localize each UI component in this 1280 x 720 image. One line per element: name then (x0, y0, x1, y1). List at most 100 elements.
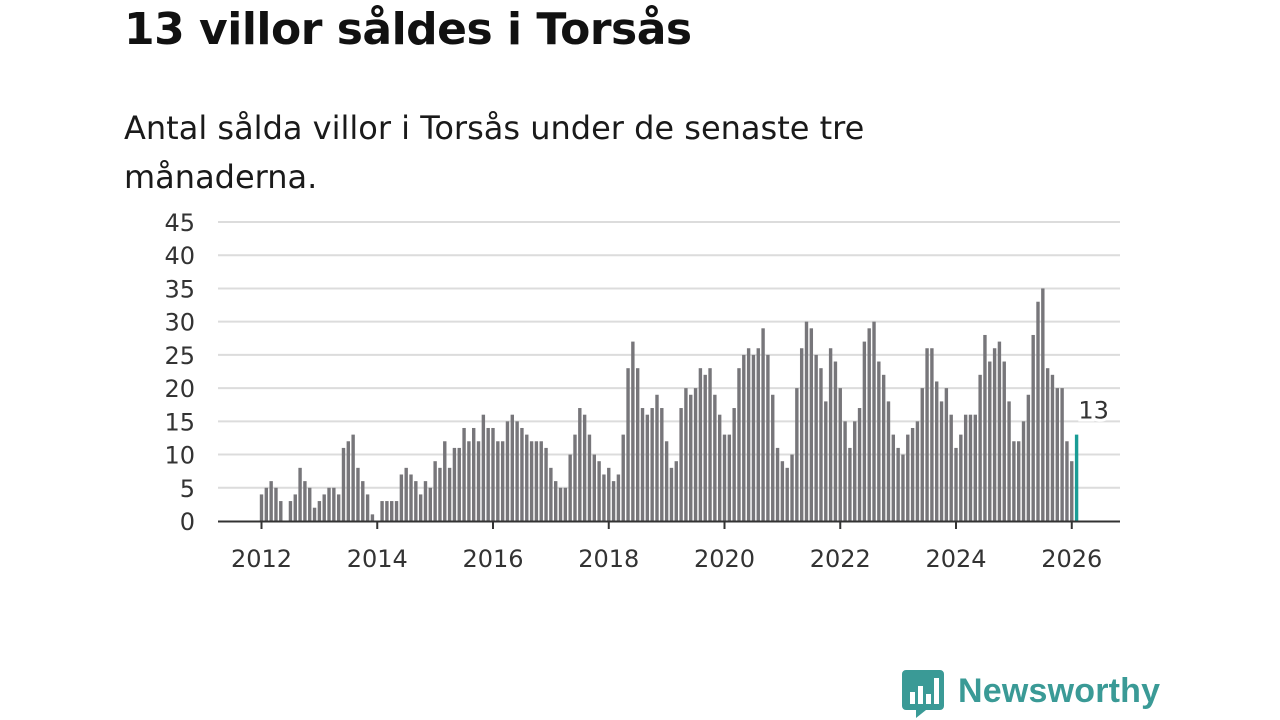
bar (322, 494, 326, 521)
chart-subtitle: Antal sålda villor i Torsås under de sen… (124, 109, 865, 196)
bar (1021, 421, 1026, 521)
x-tick-label: 2012 (231, 545, 292, 573)
bar (906, 434, 910, 521)
bar (838, 388, 842, 521)
bar (361, 481, 365, 521)
bar (640, 408, 645, 521)
bar (1050, 374, 1055, 521)
bar (664, 441, 669, 521)
bar (785, 467, 789, 521)
bar (303, 481, 307, 521)
bar (443, 441, 447, 521)
x-tick-label: 2022 (810, 545, 871, 573)
bar (896, 447, 900, 521)
bar (539, 441, 543, 521)
bar (385, 501, 389, 521)
highlight-value-label: 13 (1078, 397, 1109, 425)
bar (525, 434, 529, 521)
bar (930, 348, 934, 521)
bar (423, 481, 428, 521)
bar (409, 474, 413, 521)
bar (819, 368, 823, 521)
bar (761, 328, 765, 521)
bar (809, 328, 814, 521)
bar (988, 361, 992, 521)
bar (698, 368, 703, 521)
bar (1070, 461, 1074, 521)
bar (481, 414, 486, 521)
bar (867, 328, 871, 521)
bar (833, 361, 838, 521)
bar (573, 434, 577, 521)
bar (520, 427, 524, 521)
bar (997, 341, 1002, 521)
bar (500, 441, 505, 521)
x-tick-label: 2014 (347, 545, 408, 573)
x-tick-label: 2026 (1041, 545, 1102, 573)
bar (717, 414, 722, 521)
bar (978, 374, 982, 521)
bar (544, 447, 548, 521)
x-tick-label: 2018 (578, 545, 639, 573)
bar (857, 408, 862, 521)
bar (674, 461, 678, 521)
bar (327, 487, 331, 521)
newsworthy-logo: Newsworthy (902, 670, 1160, 720)
bar (766, 354, 770, 521)
bar (312, 507, 317, 521)
brand-name: Newsworthy (958, 672, 1161, 710)
bar (259, 494, 264, 521)
bar (476, 441, 481, 521)
bar (910, 427, 915, 521)
highlight-bar (1074, 434, 1079, 521)
bar (380, 501, 384, 521)
bar (351, 434, 355, 521)
chart-bubble-icon (902, 670, 944, 718)
y-tick-label: 45 (164, 209, 195, 237)
bar (722, 434, 727, 521)
y-axis: 0 5 10 15 20 25 30 35 40 45 (164, 209, 195, 536)
bar (293, 494, 297, 521)
bar (751, 354, 756, 521)
bar (616, 474, 621, 521)
bar (370, 514, 375, 521)
bar (732, 408, 736, 521)
bar (872, 321, 876, 521)
bar (298, 467, 302, 521)
bar (799, 348, 804, 521)
y-tick-label: 40 (164, 242, 195, 270)
bar (1055, 388, 1059, 521)
bar (582, 414, 587, 521)
bar (848, 447, 852, 521)
bar (597, 461, 601, 521)
bar (611, 481, 616, 521)
bar (713, 394, 717, 521)
bar (920, 388, 924, 521)
bar (510, 414, 514, 521)
x-tick-label: 2024 (925, 545, 986, 573)
bar (756, 348, 760, 521)
annotation: 13 (1075, 394, 1112, 428)
bar (414, 481, 418, 521)
bar (346, 441, 351, 521)
bar (332, 487, 336, 521)
bar (804, 321, 809, 521)
y-tick-label: 30 (164, 309, 195, 337)
bar-series (259, 288, 1079, 521)
bar (626, 368, 630, 521)
bar (824, 401, 828, 521)
x-tick-label: 2016 (462, 545, 523, 573)
y-tick-label: 10 (164, 442, 195, 470)
bar (452, 447, 457, 521)
bar (1007, 401, 1011, 521)
bar (925, 348, 929, 521)
bar (635, 368, 640, 521)
bar (1060, 388, 1064, 521)
bar (438, 467, 442, 521)
y-tick-label: 25 (164, 342, 195, 370)
bar (1002, 361, 1006, 521)
bar (853, 421, 857, 521)
bar (843, 421, 847, 521)
bar (877, 361, 881, 521)
